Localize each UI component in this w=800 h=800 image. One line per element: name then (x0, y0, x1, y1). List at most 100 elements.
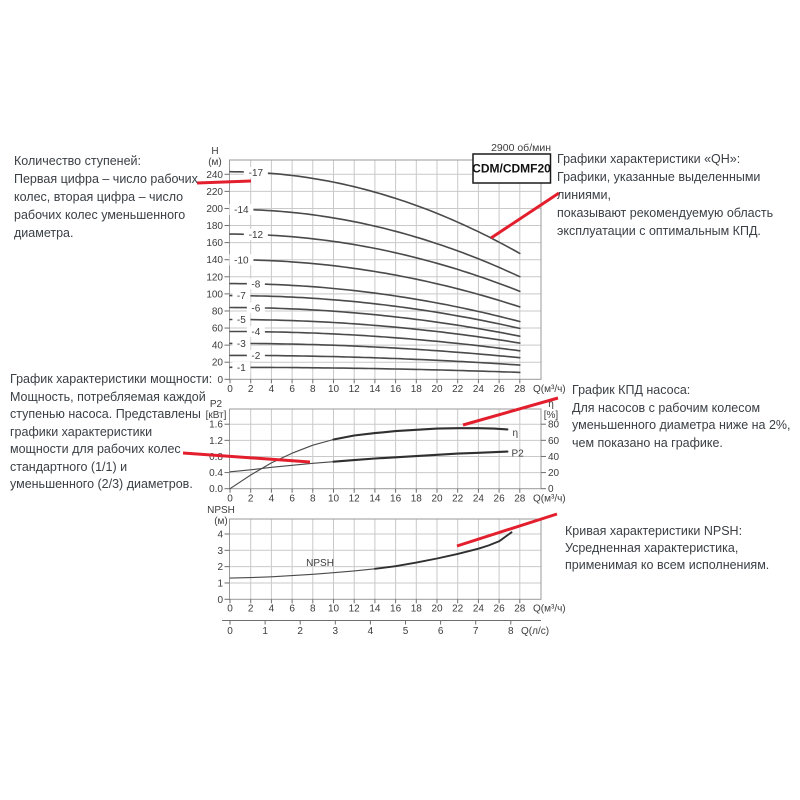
npsh-x-axis-label: Q(м³/ч) (533, 604, 566, 615)
pe-curve-η-thin (229, 438, 335, 490)
pe-curve-P2-thin (229, 461, 335, 473)
red-callout-to-npsh-curve (456, 512, 558, 548)
qh-ytick-label: 220 (206, 187, 223, 198)
pe-xtick-label: 24 (473, 494, 485, 505)
npsh-xtick-label: 10 (328, 604, 340, 615)
pe-frame (229, 408, 542, 490)
pe-xtick-label: 28 (514, 494, 526, 505)
pe-y-axis-label-left: [кВт] (206, 410, 227, 421)
pe-curve-η-bold (332, 427, 509, 441)
pe-xtick-label: 26 (494, 494, 506, 505)
qh-y-axis-label: H (211, 146, 218, 157)
npsh-ytick-label: 2 (217, 562, 223, 573)
npsh-xtick-label: 8 (310, 604, 316, 615)
npsh-xtick-label: 4 (269, 604, 275, 615)
pe-curve-label-P2: P2 (512, 449, 525, 460)
annotation-efficiency: График КПД насоса: Для насосов с рабочим… (572, 383, 791, 450)
qh-curve--7 (229, 294, 521, 330)
pe-xtick-label: 2 (248, 494, 254, 505)
qh-y-axis-label: (м) (208, 157, 222, 168)
qh-curve-label-chip (229, 254, 254, 266)
lps-axis-label: Q(л/с) (521, 626, 549, 637)
lps-tick-label: 1 (262, 626, 268, 637)
pe-curve-P2-bold (332, 450, 509, 463)
qh-curve-label: -12 (249, 230, 264, 241)
pe-ytick-right-label: 40 (548, 452, 560, 463)
qh-curve-label: -2 (251, 351, 260, 362)
red-callout-to-qh-stage-17 (196, 179, 252, 185)
npsh-xtick-label: 28 (514, 604, 526, 615)
npsh-xtick-label: 6 (289, 604, 295, 615)
pe-y-axis-label-right: [%] (544, 410, 559, 421)
qh-ytick-label: 100 (206, 289, 223, 300)
qh-curve-label: -10 (234, 255, 249, 266)
qh-curve-label-chip (246, 349, 265, 361)
npsh-y-axis-label: NPSH (207, 505, 235, 516)
qh-curve-label-chip (232, 361, 251, 373)
qh-curve--2 (229, 354, 521, 366)
pe-xtick-label: 4 (269, 494, 275, 505)
lps-tick-label: 2 (297, 626, 303, 637)
pe-y-axis-label-left: P2 (210, 399, 223, 410)
npsh-xtick-label: 2 (248, 604, 254, 615)
npsh-xtick-label: 24 (473, 604, 485, 615)
npsh-xtick-label: 22 (452, 604, 464, 615)
pe-ytick-left-label: 0.0 (209, 484, 223, 495)
qh-curve--14 (229, 208, 521, 278)
pe-xtick-label: 0 (227, 494, 233, 505)
annotation-npsh: Кривая характеристики NPSH: Усредненная … (565, 524, 770, 572)
pe-xtick-label: 16 (390, 494, 402, 505)
npsh-ytick-label: 1 (217, 578, 223, 589)
npsh-ytick-label: 3 (217, 546, 223, 557)
qh-xtick-label: 18 (411, 384, 423, 395)
pe-xtick-label: 6 (289, 494, 295, 505)
npsh-curve-bold (373, 531, 513, 570)
pe-ytick-right-label: 20 (548, 468, 560, 479)
pe-ytick-left-label: 1.6 (209, 420, 223, 431)
qh-ytick-label: 160 (206, 238, 223, 249)
qh-curve-label: -17 (249, 168, 264, 179)
lps-tick-label: 8 (508, 626, 514, 637)
model-box-label: CDM/CDMF20 (472, 162, 551, 176)
qh-curve-label-chip (232, 337, 251, 349)
pe-xtick-label: 22 (452, 494, 464, 505)
qh-curve-label-chip (229, 203, 254, 215)
qh-curve-label: -5 (237, 315, 246, 326)
pe-xtick-label: 10 (328, 494, 340, 505)
rpm-label: 2900 об/мин (491, 142, 551, 154)
qh-curve-label: -14 (234, 205, 249, 216)
qh-curve-label-chip (246, 326, 265, 338)
qh-xtick-label: 10 (328, 384, 340, 395)
qh-ytick-label: 200 (206, 204, 223, 215)
qh-curve-label: -6 (251, 303, 260, 314)
pe-ytick-right-label: 60 (548, 436, 560, 447)
qh-xtick-label: 26 (494, 384, 506, 395)
npsh-xtick-label: 16 (390, 604, 402, 615)
qh-curve--12 (229, 233, 521, 293)
lps-tick-label: 7 (473, 626, 479, 637)
qh-curve-label: -3 (237, 339, 246, 350)
npsh-xtick-label: 12 (349, 604, 361, 615)
qh-xtick-label: 4 (269, 384, 275, 395)
red-callout-to-p2-curve (182, 451, 311, 464)
qh-xtick-label: 22 (452, 384, 464, 395)
pe-curve-label-η: η (513, 428, 519, 439)
qh-curve--3 (229, 342, 521, 359)
qh-curve-label-chip (243, 229, 268, 241)
lps-tick-label: 4 (368, 626, 374, 637)
qh-curve-label-chip (232, 290, 251, 302)
npsh-ytick-label: 0 (217, 595, 223, 606)
qh-curve-label: -8 (251, 279, 260, 290)
qh-curve-label-chip (246, 278, 265, 290)
pe-xtick-label: 12 (349, 494, 361, 505)
pe-x-axis-label: Q(м³/ч) (533, 494, 566, 505)
pe-ytick-left-label: 0.4 (209, 468, 223, 479)
qh-curve--6 (229, 306, 521, 338)
qh-curve-label: -4 (251, 327, 260, 338)
qh-xtick-label: 24 (473, 384, 485, 395)
qh-curve--4 (229, 330, 521, 352)
qh-ytick-label: 20 (212, 358, 224, 369)
qh-curve-label-chip (246, 302, 265, 314)
